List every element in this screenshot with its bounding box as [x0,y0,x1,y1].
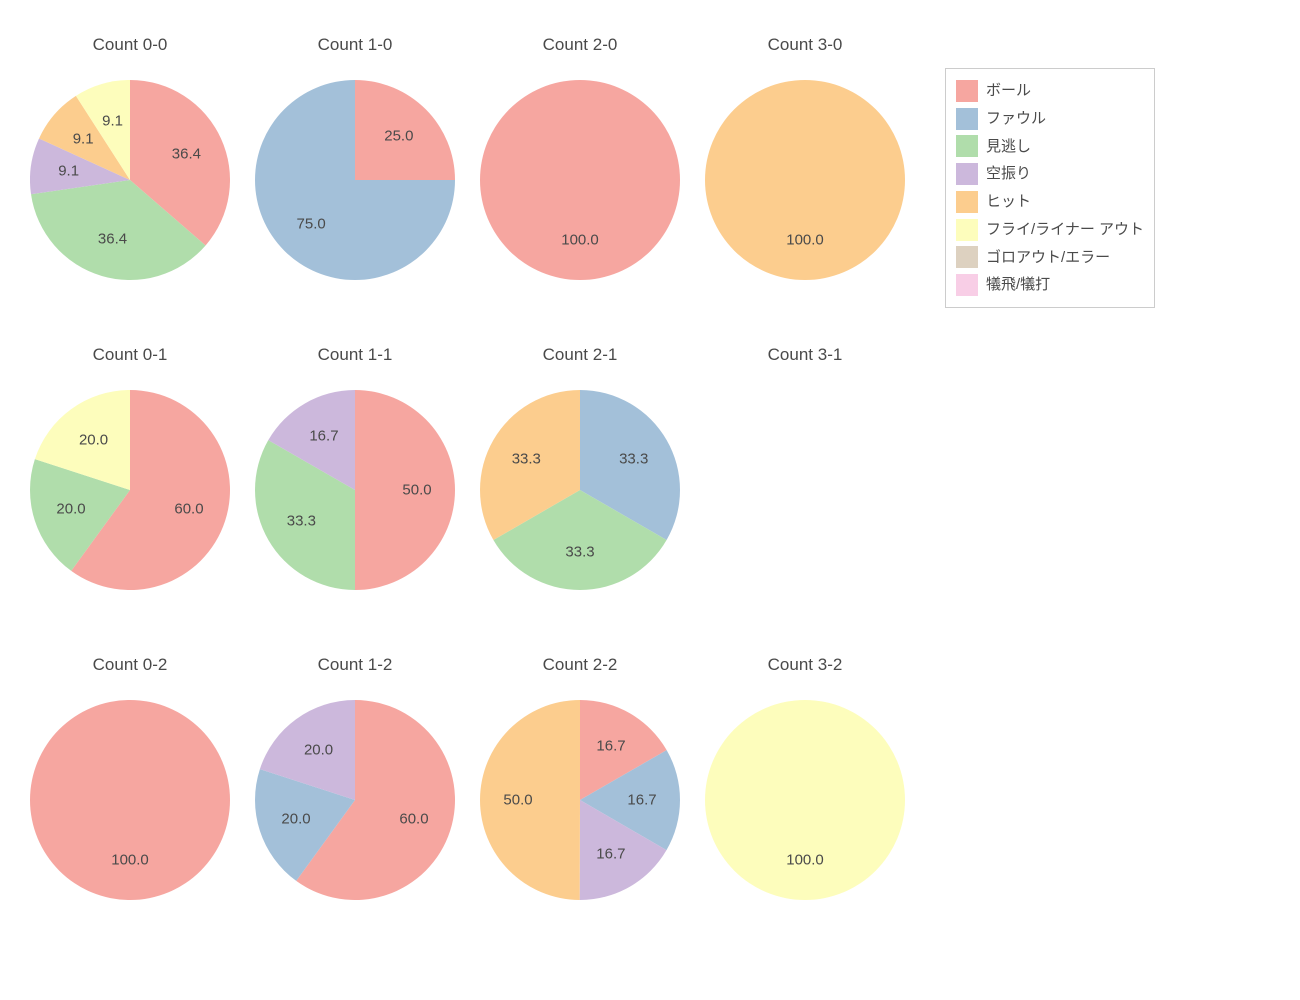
chart-title: Count 0-1 [30,345,230,365]
chart-title: Count 3-2 [705,655,905,675]
pie-chart [480,80,680,280]
legend-label: ヒット [986,188,1031,216]
chart-title: Count 1-0 [255,35,455,55]
pie-slice [480,700,580,900]
pie-slice [705,80,905,280]
legend-label: 犠飛/犠打 [986,271,1050,299]
pie-chart [480,390,680,590]
chart-title: Count 2-1 [480,345,680,365]
chart-grid: Count 0-036.436.49.19.19.1Count 1-025.07… [0,0,1300,1000]
legend-item: ヒット [956,188,1144,216]
pie-chart [705,80,905,280]
legend-swatch [956,246,978,268]
pie-chart [30,390,230,590]
chart-title: Count 3-0 [705,35,905,55]
legend-label: 見逃し [986,133,1031,161]
chart-title: Count 1-1 [255,345,455,365]
legend-label: ファウル [986,105,1046,133]
legend-swatch [956,108,978,130]
pie-chart [255,80,455,280]
legend-item: 犠飛/犠打 [956,271,1144,299]
legend-swatch [956,135,978,157]
pie-slice [30,700,230,900]
legend-item: ファウル [956,105,1144,133]
chart-title: Count 3-1 [705,345,905,365]
pie-slice [355,80,455,180]
legend-swatch [956,274,978,296]
chart-title: Count 0-2 [30,655,230,675]
pie-chart [705,700,905,900]
legend-swatch [956,80,978,102]
legend-item: 空振り [956,160,1144,188]
legend-swatch [956,163,978,185]
legend-label: フライ/ライナー アウト [986,216,1144,244]
legend-label: ボール [986,77,1031,105]
legend-item: ボール [956,77,1144,105]
chart-title: Count 1-2 [255,655,455,675]
pie-slice [355,390,455,590]
legend-swatch [956,219,978,241]
pie-slice [705,700,905,900]
chart-title: Count 2-0 [480,35,680,55]
pie-chart [30,80,230,280]
pie-chart [255,700,455,900]
legend-label: 空振り [986,160,1031,188]
chart-title: Count 0-0 [30,35,230,55]
pie-chart [480,700,680,900]
legend-swatch [956,191,978,213]
legend-label: ゴロアウト/エラー [986,244,1110,272]
pie-chart [30,700,230,900]
chart-title: Count 2-2 [480,655,680,675]
legend: ボールファウル見逃し空振りヒットフライ/ライナー アウトゴロアウト/エラー犠飛/… [945,68,1155,308]
legend-item: フライ/ライナー アウト [956,216,1144,244]
legend-item: ゴロアウト/エラー [956,244,1144,272]
legend-item: 見逃し [956,133,1144,161]
pie-slice [480,80,680,280]
pie-chart [255,390,455,590]
